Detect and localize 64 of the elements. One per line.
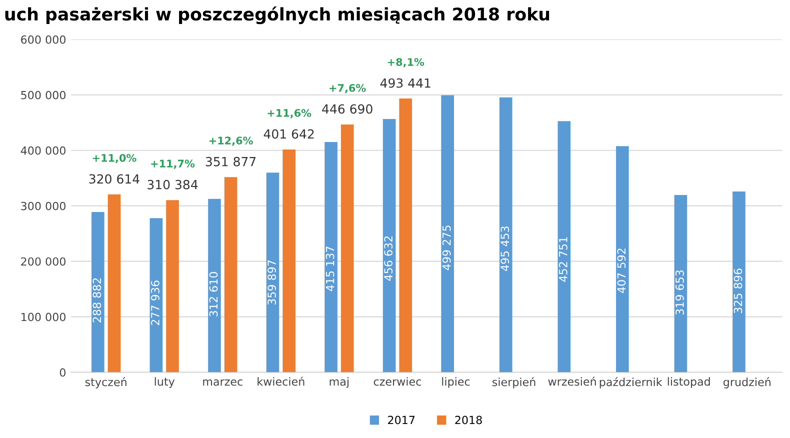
x-tick-label: maj xyxy=(330,377,348,388)
bar xyxy=(166,200,179,372)
y-tick-label: 100 000 xyxy=(22,312,66,322)
bar xyxy=(324,142,338,372)
x-tick-label: marzec xyxy=(203,379,242,386)
data-label: 320 614 xyxy=(89,174,140,184)
x-tick-label: październik xyxy=(600,377,662,388)
bar xyxy=(340,124,354,372)
data-label: 499 275 xyxy=(442,226,451,270)
bar xyxy=(441,95,454,372)
y-tick-label: 600 000 xyxy=(21,35,66,44)
x-tick-label: kwiecień xyxy=(258,376,304,386)
bar xyxy=(616,146,629,372)
x-tick-label: listopad xyxy=(668,377,710,388)
x-tick-label: sierpień xyxy=(492,377,536,388)
data-label: 288 882 xyxy=(92,278,102,322)
data-label: 351 877 xyxy=(206,156,256,166)
annotation: +8,1% xyxy=(388,58,424,68)
annotation: +11,6% xyxy=(268,109,312,118)
legend-label: 2017 xyxy=(388,416,415,424)
bar xyxy=(224,177,238,372)
bar xyxy=(208,198,221,372)
bar xyxy=(732,191,746,372)
bar xyxy=(674,194,688,372)
data-label: 493 441 xyxy=(380,78,430,88)
bar xyxy=(150,218,163,372)
bar xyxy=(92,212,104,372)
x-tick-label: czerwiec xyxy=(374,377,422,386)
bar xyxy=(282,149,296,372)
y-tick-label: 300 000 xyxy=(21,202,66,210)
data-label: 312 610 xyxy=(209,272,218,316)
y-tick-label: 200 000 xyxy=(21,257,66,266)
bar xyxy=(382,118,396,372)
data-label: 495 453 xyxy=(500,226,510,272)
data-label: 310 384 xyxy=(148,180,198,190)
x-tick-label: wrzesień xyxy=(548,376,596,386)
data-label: 407 592 xyxy=(617,248,626,293)
x-tick-label: styczeń xyxy=(85,377,126,388)
bar xyxy=(399,98,412,372)
y-tick-label: 0 xyxy=(60,368,66,377)
bar xyxy=(499,97,512,372)
y-tick-label: 500 000 xyxy=(21,90,66,100)
data-label: 456 632 xyxy=(384,236,393,281)
chart-title: uch pasażerski w poszczególnych miesiącach 2018 roku xyxy=(5,6,550,24)
data-label: 359 897 xyxy=(268,260,276,305)
data-label: 319 653 xyxy=(676,270,684,315)
annotation: +12,6% xyxy=(209,136,253,146)
annotation: +11,7% xyxy=(151,160,195,169)
annotation: +7,6% xyxy=(330,84,366,94)
x-tick-label: luty xyxy=(154,377,175,388)
y-tick-label: 400 000 xyxy=(20,146,66,155)
data-label: 452 751 xyxy=(558,237,568,282)
bar xyxy=(266,172,280,372)
data-label: 446 690 xyxy=(322,104,372,114)
x-tick-label: grudzień xyxy=(723,377,770,388)
data-label: 277 936 xyxy=(151,280,160,326)
annotation: +11,0% xyxy=(92,154,136,164)
bar xyxy=(108,194,121,372)
bar xyxy=(558,121,571,372)
data-label: 401 642 xyxy=(264,129,314,139)
data-label: 415 137 xyxy=(326,246,334,292)
data-label: 325 896 xyxy=(734,268,742,314)
x-tick-label: lipiec xyxy=(442,377,470,388)
legend-label: 2018 xyxy=(455,416,482,424)
